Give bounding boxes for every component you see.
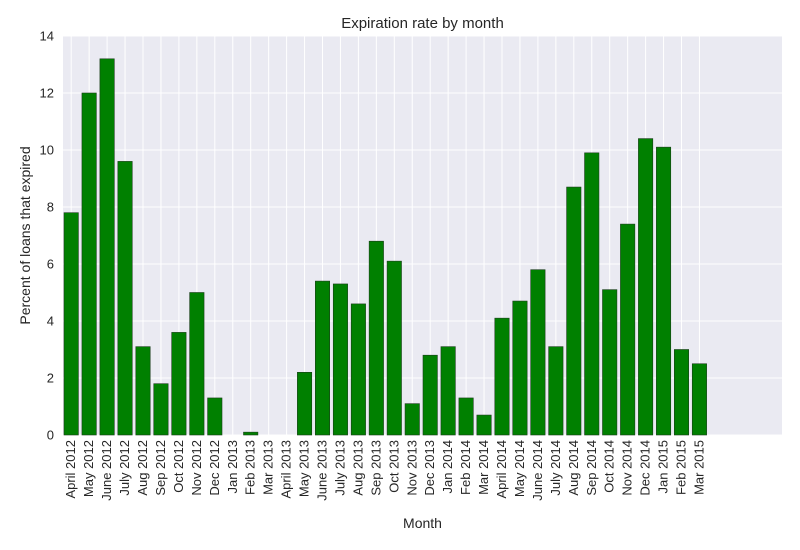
x-tick-label: June 2014 — [530, 440, 545, 501]
x-tick-label: Oct 2014 — [602, 440, 617, 493]
bar — [63, 212, 79, 436]
bar — [656, 146, 672, 436]
x-tick-label: Mar 2015 — [691, 440, 706, 495]
y-tick-label: 12 — [40, 86, 54, 101]
x-tick-label: Oct 2013 — [386, 440, 401, 493]
bar — [548, 346, 564, 436]
x-tick-label: Jan 2014 — [440, 440, 455, 494]
x-tick-label: April 2014 — [494, 440, 509, 499]
x-tick-label: Feb 2014 — [458, 440, 473, 495]
bar — [81, 92, 97, 436]
bar — [584, 152, 600, 436]
chart-title: Expiration rate by month — [341, 15, 504, 32]
x-tick-label: May 2013 — [297, 440, 312, 497]
bar — [243, 431, 259, 436]
bar — [189, 292, 205, 436]
x-tick-label: Nov 2012 — [189, 440, 204, 496]
x-tick-label: Aug 2012 — [135, 440, 150, 496]
x-tick-label: Feb 2015 — [674, 440, 689, 495]
x-tick-label: July 2013 — [332, 440, 347, 496]
x-tick-label: Dec 2012 — [207, 440, 222, 496]
y-tick-label: 2 — [47, 371, 54, 386]
x-axis-label: Month — [403, 515, 442, 531]
x-tick-label: July 2012 — [117, 440, 132, 496]
x-tick-label: June 2012 — [99, 440, 114, 501]
x-tick-label: Sep 2012 — [153, 440, 168, 496]
y-tick-label: 4 — [47, 314, 54, 329]
x-tick-label: Nov 2013 — [404, 440, 419, 496]
bar — [530, 269, 546, 436]
x-tick-label: April 2013 — [279, 440, 294, 499]
y-tick-labels: 0 2 4 6 8 10 12 14 — [40, 29, 54, 443]
bar — [332, 283, 348, 436]
x-tick-label: Jan 2013 — [225, 440, 240, 494]
y-tick-label: 8 — [47, 200, 54, 215]
bar — [494, 317, 510, 436]
x-tick-label: Oct 2012 — [171, 440, 186, 493]
bar — [314, 280, 330, 436]
y-tick-label: 6 — [47, 257, 54, 272]
y-tick-label: 0 — [47, 428, 54, 443]
x-tick-label: May 2012 — [81, 440, 96, 497]
bar — [691, 363, 707, 436]
bar — [458, 397, 474, 436]
x-tick-label: April 2012 — [63, 440, 78, 499]
x-tick-label: Sep 2013 — [368, 440, 383, 496]
x-tick-label: Mar 2014 — [476, 440, 491, 495]
y-tick-label: 14 — [40, 29, 54, 44]
bar — [404, 403, 420, 436]
x-tick-label: June 2013 — [315, 440, 330, 501]
bar — [368, 240, 384, 436]
bar — [117, 161, 133, 436]
y-tick-label: 10 — [40, 143, 54, 158]
x-tick-label: Mar 2013 — [261, 440, 276, 495]
x-tick-label: Aug 2014 — [566, 440, 581, 496]
bar — [171, 332, 187, 436]
bar — [207, 397, 223, 436]
bar — [638, 138, 654, 436]
x-tick-label: Nov 2014 — [620, 440, 635, 496]
bar — [386, 260, 402, 436]
bar — [99, 58, 115, 436]
bar — [566, 186, 582, 436]
y-axis-label: Percent of loans that expired — [17, 146, 33, 324]
bars — [63, 58, 707, 436]
bar — [440, 346, 456, 436]
x-tick-label: Aug 2013 — [350, 440, 365, 496]
x-tick-label: Dec 2014 — [638, 440, 653, 496]
bar — [476, 414, 492, 436]
bar — [350, 303, 366, 436]
bar — [673, 349, 689, 436]
x-tick-labels: April 2012 May 2012 June 2012 July 2012 Aug … — [63, 440, 706, 501]
bar — [422, 354, 438, 436]
bar — [153, 383, 169, 436]
x-tick-label: Sep 2014 — [584, 440, 599, 496]
x-tick-label: Dec 2013 — [422, 440, 437, 496]
bar — [620, 223, 636, 436]
bar — [602, 289, 618, 436]
x-tick-label: Feb 2013 — [243, 440, 258, 495]
bar — [297, 371, 313, 436]
bar — [512, 300, 528, 436]
x-tick-label: Jan 2015 — [656, 440, 671, 494]
x-tick-label: May 2014 — [512, 440, 527, 497]
x-tick-label: July 2014 — [548, 440, 563, 496]
bar — [135, 346, 151, 436]
